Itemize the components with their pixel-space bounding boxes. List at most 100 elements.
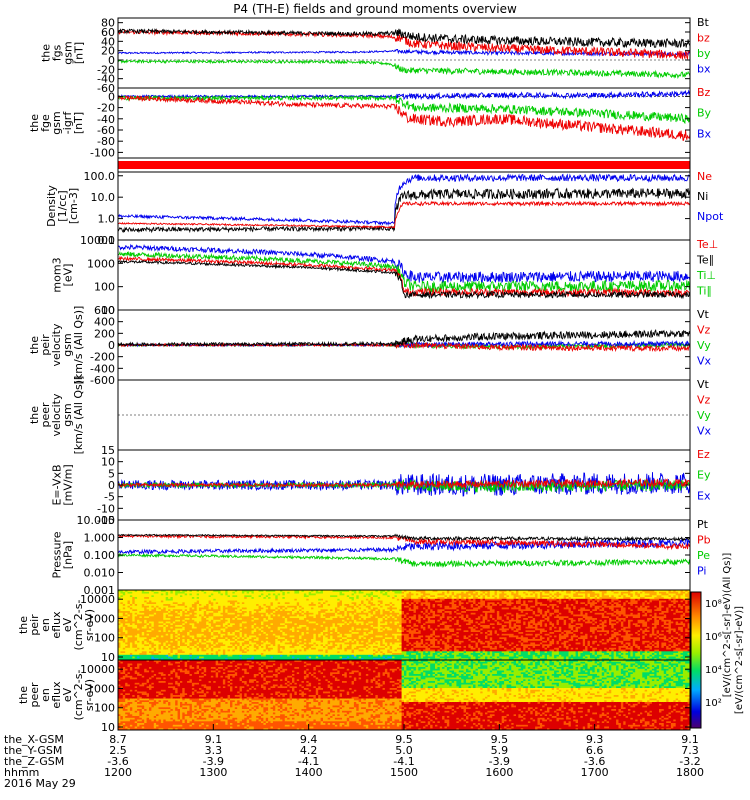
series-line — [118, 60, 690, 77]
heat-cell — [378, 646, 381, 648]
heat-cell — [392, 615, 395, 617]
heat-cell — [166, 611, 169, 613]
heat-cell — [271, 618, 274, 620]
heat-cell — [328, 608, 331, 610]
heat-cell — [306, 643, 309, 645]
heat-cell — [378, 604, 381, 606]
heat-cell — [309, 636, 312, 638]
heat-cell — [399, 618, 402, 620]
heat-cell — [166, 646, 169, 648]
heat-cell — [299, 646, 302, 648]
heat-cell — [387, 611, 390, 613]
heat-cell — [206, 615, 209, 617]
heat-cell — [399, 646, 402, 648]
heat-cell — [313, 618, 316, 620]
heat-cell — [380, 639, 383, 641]
heat-cell — [373, 639, 376, 641]
heat-cell — [235, 611, 238, 613]
heat-cell — [356, 601, 359, 603]
heat-cell — [175, 629, 178, 631]
heat-cell — [139, 594, 142, 596]
heat-cell — [178, 653, 181, 655]
heat-cell — [190, 594, 193, 596]
heat-cell — [278, 636, 281, 638]
heat-cell — [294, 636, 297, 638]
heat-cell — [354, 639, 357, 641]
heat-cell — [151, 608, 154, 610]
heat-cell — [249, 636, 252, 638]
heat-cell — [287, 604, 290, 606]
heat-cell — [313, 611, 316, 613]
heat-cell — [392, 650, 395, 652]
legend-entry: Ex — [697, 489, 711, 502]
heat-cell — [321, 650, 324, 652]
heat-cell — [340, 639, 343, 641]
heat-cell — [294, 629, 297, 631]
heat-cell — [306, 601, 309, 603]
heat-cell — [254, 601, 257, 603]
heat-cell — [364, 632, 367, 634]
heat-cell — [175, 611, 178, 613]
heat-cell — [323, 597, 326, 599]
heat-cell — [359, 650, 362, 652]
heat-cell — [213, 629, 216, 631]
heat-cell — [359, 608, 362, 610]
heat-cell — [235, 608, 238, 610]
heat-cell — [342, 625, 345, 627]
heat-cell — [387, 594, 390, 596]
heat-cell — [221, 625, 224, 627]
heat-cell — [287, 629, 290, 631]
legend-entry: Bx — [697, 127, 712, 140]
heat-cell — [263, 611, 266, 613]
heat-cell — [120, 650, 123, 652]
heat-cell — [313, 615, 316, 617]
heat-cell — [380, 646, 383, 648]
heat-cell — [375, 629, 378, 631]
heat-cell — [299, 622, 302, 624]
heat-cell — [211, 601, 214, 603]
heat-cell — [335, 622, 338, 624]
heat-cell — [313, 604, 316, 606]
heat-cell — [359, 604, 362, 606]
heat-cell — [128, 594, 131, 596]
heat-cell — [299, 615, 302, 617]
heat-cell — [371, 608, 374, 610]
heat-cell — [223, 632, 226, 634]
panel-density: 100.010.01.00.1Density[1/cc][cm-3]NeNiNp… — [45, 170, 724, 247]
heat-cell — [156, 653, 159, 655]
heat-cell — [395, 618, 398, 620]
heat-cell — [344, 646, 347, 648]
heat-cell — [347, 639, 350, 641]
heat-cell — [130, 615, 133, 617]
heat-cell — [306, 629, 309, 631]
heat-cell — [316, 629, 319, 631]
heat-cell — [390, 643, 393, 645]
heat-cell — [218, 611, 221, 613]
heat-cell — [371, 594, 374, 596]
heat-cell — [237, 639, 240, 641]
heat-cell — [149, 657, 152, 659]
heat-cell — [292, 629, 295, 631]
heat-cell — [271, 615, 274, 617]
heat-cell — [302, 594, 305, 596]
heat-cell — [135, 643, 138, 645]
heat-cell — [335, 594, 338, 596]
heat-cell — [328, 646, 331, 648]
heat-cell — [395, 629, 398, 631]
heat-cell — [218, 639, 221, 641]
heat-cell — [333, 618, 336, 620]
legend-entry: Vx — [697, 425, 712, 438]
heat-cell — [194, 636, 197, 638]
heat-cell — [261, 629, 264, 631]
heat-cell — [213, 625, 216, 627]
heat-cell — [263, 597, 266, 599]
heat-cell — [242, 618, 245, 620]
heat-cell — [259, 604, 262, 606]
heat-cell — [230, 632, 233, 634]
heat-cell — [201, 622, 204, 624]
heat-cell — [194, 643, 197, 645]
heat-cell — [128, 636, 131, 638]
heat-cell — [273, 629, 276, 631]
heat-cell — [132, 646, 135, 648]
heat-cell — [285, 653, 288, 655]
